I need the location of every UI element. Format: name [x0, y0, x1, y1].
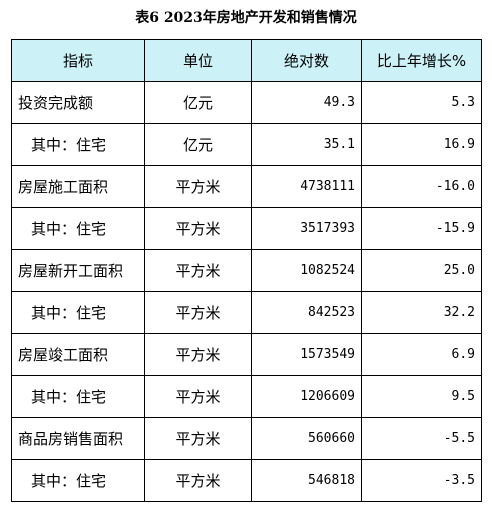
table-row: 商品房销售面积 平方米 560660 -5.5 [11, 417, 482, 460]
row-growth: 9.5 [361, 375, 482, 418]
row-indicator: 其中：住宅 [11, 459, 145, 502]
row-value: 3517393 [251, 207, 362, 250]
row-unit: 平方米 [144, 207, 252, 250]
table-row: 其中：住宅 平方米 1206609 9.5 [11, 375, 482, 418]
row-unit: 平方米 [144, 249, 252, 292]
row-unit: 亿元 [144, 81, 252, 124]
header-indicator: 指标 [11, 39, 145, 82]
row-growth: -5.5 [361, 417, 482, 460]
row-unit: 平方米 [144, 417, 252, 460]
row-growth: -16.0 [361, 165, 482, 208]
row-growth: 16.9 [361, 123, 482, 166]
table-title: 表6 2023年房地产开发和销售情况 [135, 10, 357, 26]
row-value: 1206609 [251, 375, 362, 418]
row-unit: 平方米 [144, 291, 252, 334]
row-value: 560660 [251, 417, 362, 460]
table-row: 其中：住宅 亿元 35.1 16.9 [11, 123, 482, 166]
header-value: 绝对数 [251, 39, 362, 82]
real-estate-table: 指标 单位 绝对数 比上年增长% 投资完成额 亿元 49.3 5.3 其中：住宅… [11, 39, 482, 502]
row-unit: 平方米 [144, 375, 252, 418]
row-indicator: 房屋竣工面积 [11, 333, 145, 376]
row-value: 49.3 [251, 81, 362, 124]
table-row: 其中：住宅 平方米 3517393 -15.9 [11, 207, 482, 250]
row-value: 1082524 [251, 249, 362, 292]
row-unit: 平方米 [144, 333, 252, 376]
row-unit: 亿元 [144, 123, 252, 166]
table-header-row: 指标 单位 绝对数 比上年增长% [11, 39, 482, 82]
row-value: 1573549 [251, 333, 362, 376]
row-growth: 25.0 [361, 249, 482, 292]
table-row: 房屋新开工面积 平方米 1082524 25.0 [11, 249, 482, 292]
row-indicator: 其中：住宅 [11, 207, 145, 250]
header-growth: 比上年增长% [361, 39, 482, 82]
row-indicator: 其中：住宅 [11, 375, 145, 418]
row-value: 4738111 [251, 165, 362, 208]
row-growth: -15.9 [361, 207, 482, 250]
table-row: 房屋竣工面积 平方米 1573549 6.9 [11, 333, 482, 376]
row-indicator: 其中：住宅 [11, 291, 145, 334]
table-row: 其中：住宅 平方米 546818 -3.5 [11, 459, 482, 502]
row-growth: 5.3 [361, 81, 482, 124]
row-indicator: 其中：住宅 [11, 123, 145, 166]
row-growth: -3.5 [361, 459, 482, 502]
table-row: 其中：住宅 平方米 842523 32.2 [11, 291, 482, 334]
row-value: 842523 [251, 291, 362, 334]
table-row: 房屋施工面积 平方米 4738111 -16.0 [11, 165, 482, 208]
table-row: 投资完成额 亿元 49.3 5.3 [11, 81, 482, 124]
row-value: 546818 [251, 459, 362, 502]
row-growth: 6.9 [361, 333, 482, 376]
row-unit: 平方米 [144, 165, 252, 208]
header-unit: 单位 [144, 39, 252, 82]
row-indicator: 投资完成额 [11, 81, 145, 124]
row-growth: 32.2 [361, 291, 482, 334]
row-indicator: 房屋施工面积 [11, 165, 145, 208]
row-unit: 平方米 [144, 459, 252, 502]
row-indicator: 房屋新开工面积 [11, 249, 145, 292]
row-value: 35.1 [251, 123, 362, 166]
row-indicator: 商品房销售面积 [11, 417, 145, 460]
